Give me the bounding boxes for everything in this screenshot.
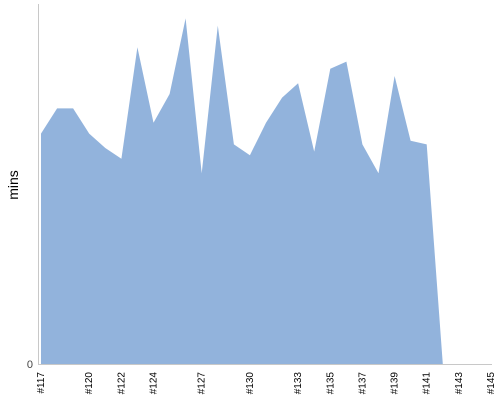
x-tick-label: #143 — [454, 372, 465, 395]
y-tick-labels: 0 — [27, 359, 33, 371]
x-tick-label: #145 — [486, 372, 497, 395]
x-tick-label: #135 — [325, 372, 336, 395]
x-tick-label: #130 — [245, 372, 256, 395]
area-series — [41, 18, 491, 365]
x-tick-label: #120 — [84, 372, 95, 395]
x-tick-label: #133 — [293, 372, 304, 395]
x-tick-label: #127 — [197, 372, 208, 395]
x-tick-label: #141 — [422, 372, 433, 395]
x-tick-label: #122 — [116, 372, 127, 395]
x-tick-label: #124 — [149, 372, 160, 395]
y-tick-label: 0 — [27, 359, 33, 371]
x-tick-label: #139 — [390, 372, 401, 395]
x-tick-label: #117 — [36, 372, 47, 394]
x-tick-labels: #117 #120 #122 #124 #127 #130 #133 #135 #137 #139… — [36, 372, 497, 395]
y-axis-label: mins — [5, 170, 21, 200]
x-tick-label: #137 — [357, 372, 368, 395]
plot-area — [41, 18, 491, 365]
